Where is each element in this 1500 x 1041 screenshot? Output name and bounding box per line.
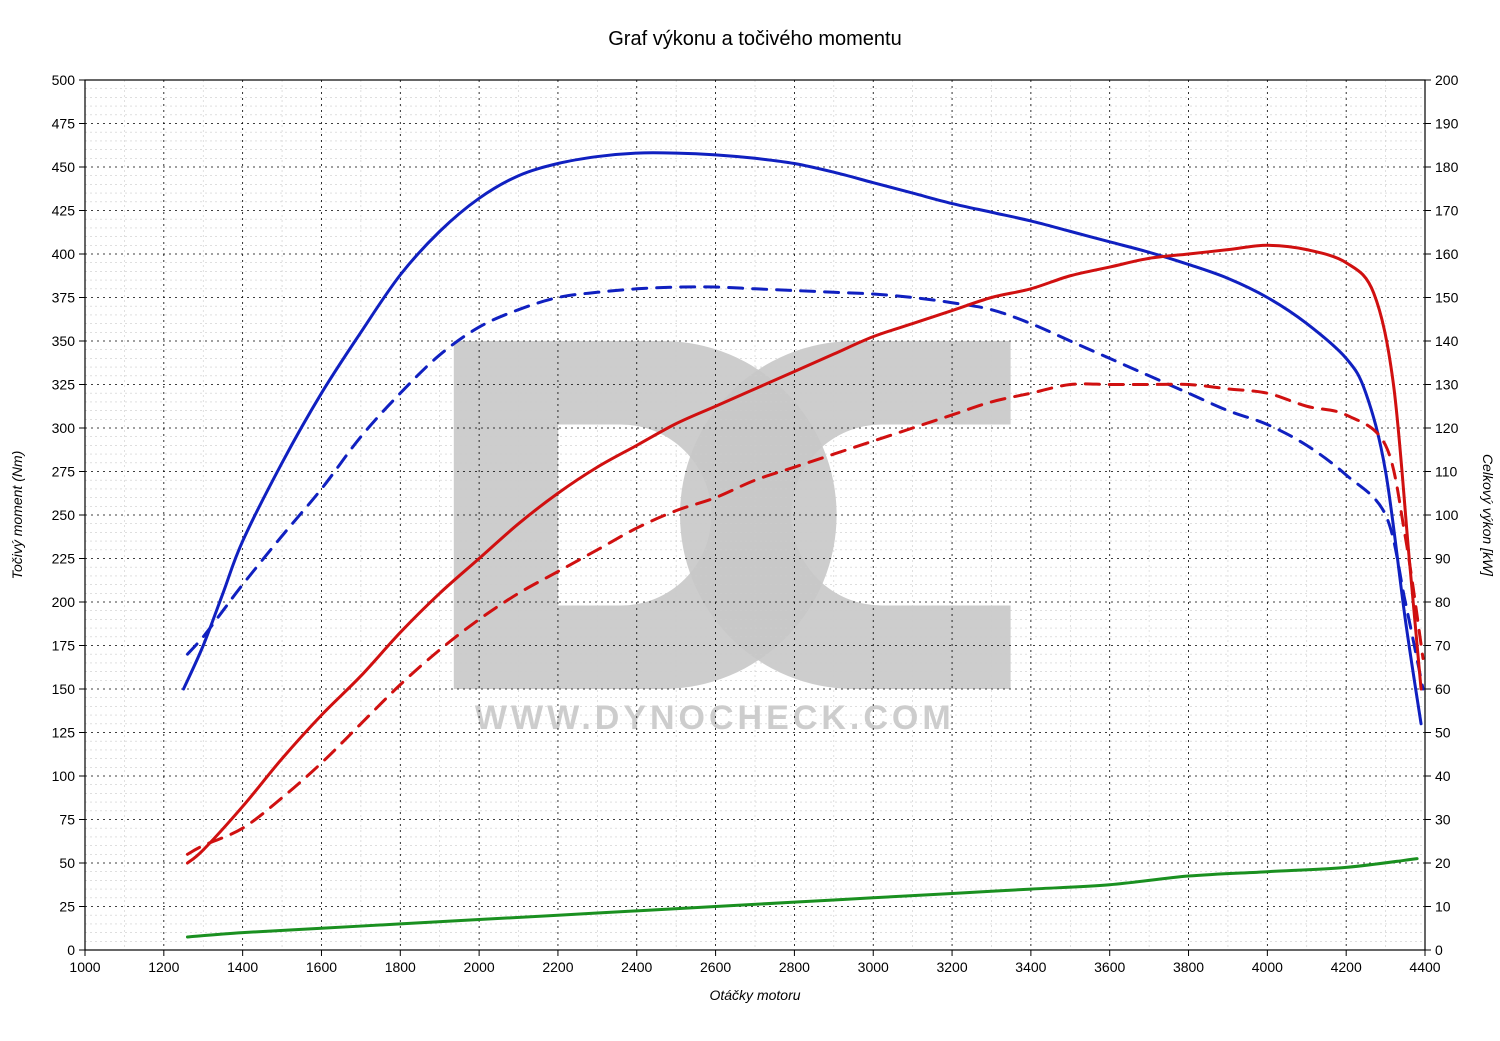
x-tick-label: 1200 bbox=[148, 959, 179, 975]
y-left-ticks: 0 25 50 75 100 125 150 175 200 225 250 275 300 325 350… bbox=[52, 72, 85, 958]
x-tick-label: 2600 bbox=[700, 959, 731, 975]
y-left-tick-label: 75 bbox=[59, 812, 75, 828]
y-left-tick-label: 175 bbox=[52, 638, 76, 654]
y-right-tick-label: 60 bbox=[1435, 681, 1451, 697]
x-tick-label: 3400 bbox=[1015, 959, 1046, 975]
y-left-tick-label: 325 bbox=[52, 377, 76, 393]
y-right-tick-label: 70 bbox=[1435, 638, 1451, 654]
y-left-tick-label: 25 bbox=[59, 899, 75, 915]
y-left-tick-label: 375 bbox=[52, 290, 76, 306]
y-left-tick-label: 150 bbox=[52, 681, 76, 697]
y-left-tick-label: 300 bbox=[52, 420, 76, 436]
x-tick-label: 4400 bbox=[1409, 959, 1440, 975]
x-tick-label: 3200 bbox=[936, 959, 967, 975]
y-right-ticks: 0 10 20 30 40 50 60 70 80 90 100 110 120 130 140 150 160… bbox=[1425, 72, 1459, 958]
x-tick-label: 2200 bbox=[542, 959, 573, 975]
y-right-tick-label: 10 bbox=[1435, 899, 1451, 915]
x-tick-label: 4200 bbox=[1331, 959, 1362, 975]
y-left-tick-label: 0 bbox=[67, 942, 75, 958]
y-right-tick-label: 160 bbox=[1435, 246, 1459, 262]
y-right-tick-label: 120 bbox=[1435, 420, 1459, 436]
x-tick-label: 3600 bbox=[1094, 959, 1125, 975]
y-right-tick-label: 170 bbox=[1435, 203, 1459, 219]
y-right-axis-label: Celkový výkon [kW] bbox=[1480, 454, 1496, 577]
y-right-tick-label: 90 bbox=[1435, 551, 1451, 567]
y-right-tick-label: 20 bbox=[1435, 855, 1451, 871]
y-left-tick-label: 400 bbox=[52, 246, 76, 262]
y-right-tick-label: 40 bbox=[1435, 768, 1451, 784]
y-left-tick-label: 500 bbox=[52, 72, 76, 88]
chart-title: Graf výkonu a točivého momentu bbox=[608, 28, 901, 50]
y-left-tick-label: 100 bbox=[52, 768, 76, 784]
x-tick-label: 2400 bbox=[621, 959, 652, 975]
x-tick-label: 2800 bbox=[779, 959, 810, 975]
y-right-tick-label: 140 bbox=[1435, 333, 1459, 349]
y-right-tick-label: 100 bbox=[1435, 507, 1459, 523]
y-left-tick-label: 125 bbox=[52, 725, 76, 741]
y-right-tick-label: 190 bbox=[1435, 116, 1459, 132]
svg-text:WWW.DYNOCHECK.COM: WWW.DYNOCHECK.COM bbox=[475, 699, 955, 737]
y-left-tick-label: 50 bbox=[59, 855, 75, 871]
y-left-tick-label: 250 bbox=[52, 507, 76, 523]
x-tick-label: 1800 bbox=[385, 959, 416, 975]
y-left-tick-label: 225 bbox=[52, 551, 76, 567]
x-tick-label: 1600 bbox=[306, 959, 337, 975]
y-left-tick-label: 450 bbox=[52, 159, 76, 175]
x-tick-label: 3000 bbox=[858, 959, 889, 975]
y-right-tick-label: 200 bbox=[1435, 72, 1459, 88]
y-left-axis-label: Točivý moment (Nm) bbox=[9, 451, 25, 580]
x-tick-label: 4000 bbox=[1252, 959, 1283, 975]
grid-minor bbox=[85, 80, 1425, 950]
y-right-tick-label: 0 bbox=[1435, 942, 1443, 958]
x-ticks: 1000 1200 1400 1600 1800 2000 2200 2400 2600 2800… bbox=[69, 950, 1440, 975]
y-right-tick-label: 80 bbox=[1435, 594, 1451, 610]
y-right-tick-label: 180 bbox=[1435, 159, 1459, 175]
y-left-tick-label: 350 bbox=[52, 333, 76, 349]
x-tick-label: 3800 bbox=[1173, 959, 1204, 975]
y-right-tick-label: 110 bbox=[1435, 464, 1458, 480]
x-axis-label: Otáčky motoru bbox=[709, 987, 800, 1003]
x-tick-label: 2000 bbox=[464, 959, 495, 975]
y-left-tick-label: 475 bbox=[52, 116, 76, 132]
y-right-tick-label: 50 bbox=[1435, 725, 1451, 741]
y-right-tick-label: 150 bbox=[1435, 290, 1459, 306]
dyno-chart: WWW.DYNOCHECK.COM 1000120014001600180020… bbox=[0, 0, 1500, 1041]
y-left-tick-label: 200 bbox=[52, 594, 76, 610]
y-right-tick-label: 130 bbox=[1435, 377, 1459, 393]
x-tick-label: 1400 bbox=[227, 959, 258, 975]
y-left-tick-label: 425 bbox=[52, 203, 76, 219]
y-right-tick-label: 30 bbox=[1435, 812, 1451, 828]
y-left-tick-label: 275 bbox=[52, 464, 76, 480]
x-tick-label: 1000 bbox=[69, 959, 100, 975]
